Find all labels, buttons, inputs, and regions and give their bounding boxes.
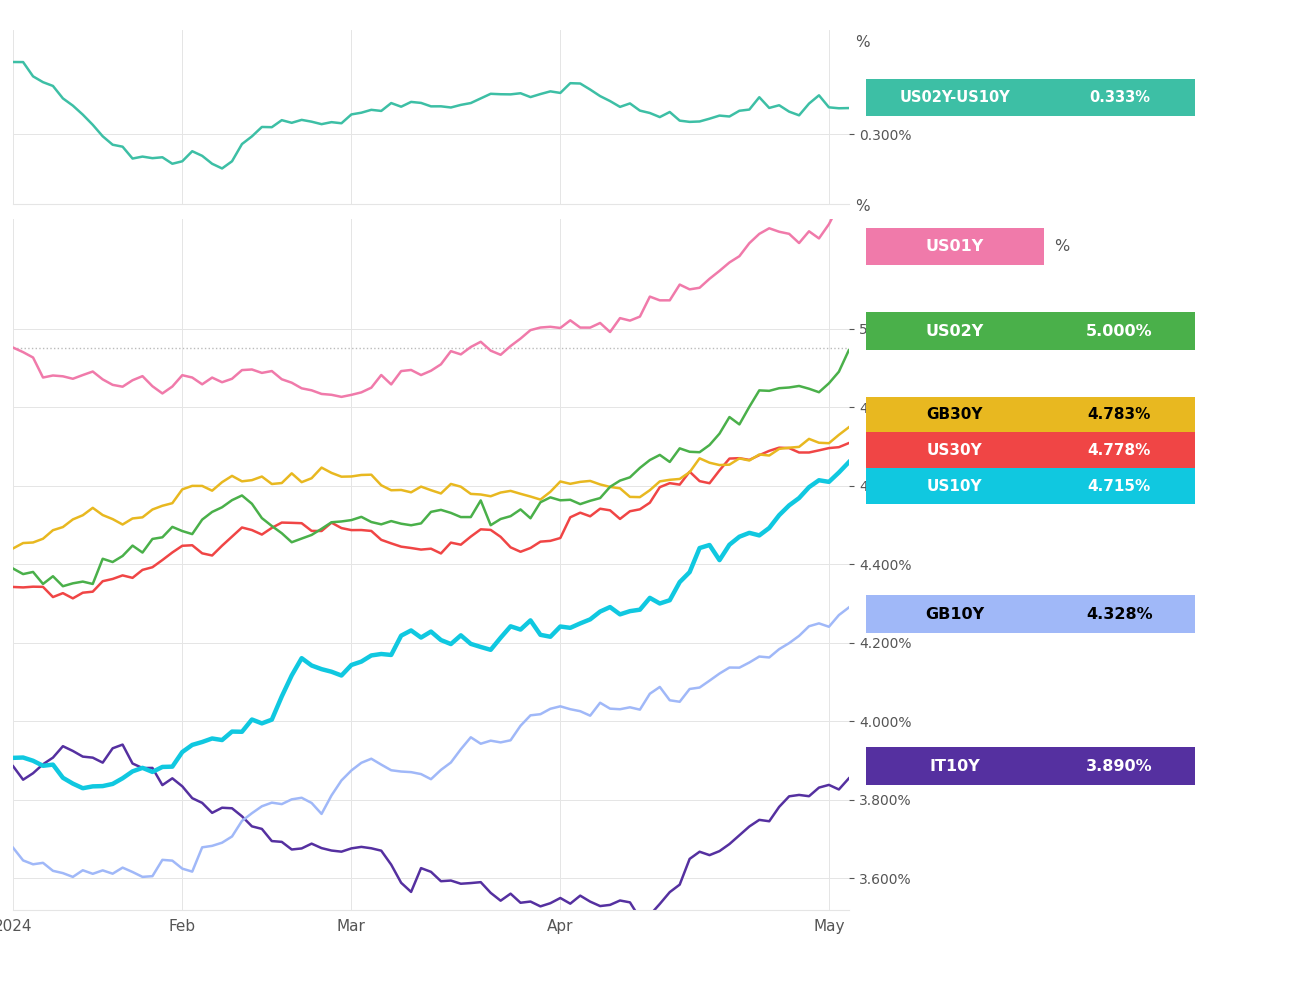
Text: US30Y: US30Y — [926, 442, 983, 458]
Text: GB10Y: GB10Y — [925, 606, 984, 622]
Text: US02Y-US10Y: US02Y-US10Y — [899, 89, 1011, 105]
Text: 4.715%: 4.715% — [1087, 478, 1152, 494]
Text: IT10Y: IT10Y — [929, 758, 980, 774]
Text: 4.328%: 4.328% — [1086, 606, 1153, 622]
Text: 3.890%: 3.890% — [1086, 758, 1153, 774]
Text: %: % — [855, 35, 870, 50]
Text: %: % — [1054, 239, 1070, 254]
Text: 5.000%: 5.000% — [1086, 323, 1153, 339]
Text: 4.778%: 4.778% — [1087, 442, 1152, 458]
Text: US02Y: US02Y — [925, 323, 984, 339]
Text: 4.783%: 4.783% — [1087, 407, 1152, 422]
Text: %: % — [855, 199, 870, 214]
Text: US01Y: US01Y — [925, 239, 984, 254]
Text: US10Y: US10Y — [926, 478, 983, 494]
Text: GB30Y: GB30Y — [926, 407, 983, 422]
Text: 0.333%: 0.333% — [1088, 89, 1150, 105]
